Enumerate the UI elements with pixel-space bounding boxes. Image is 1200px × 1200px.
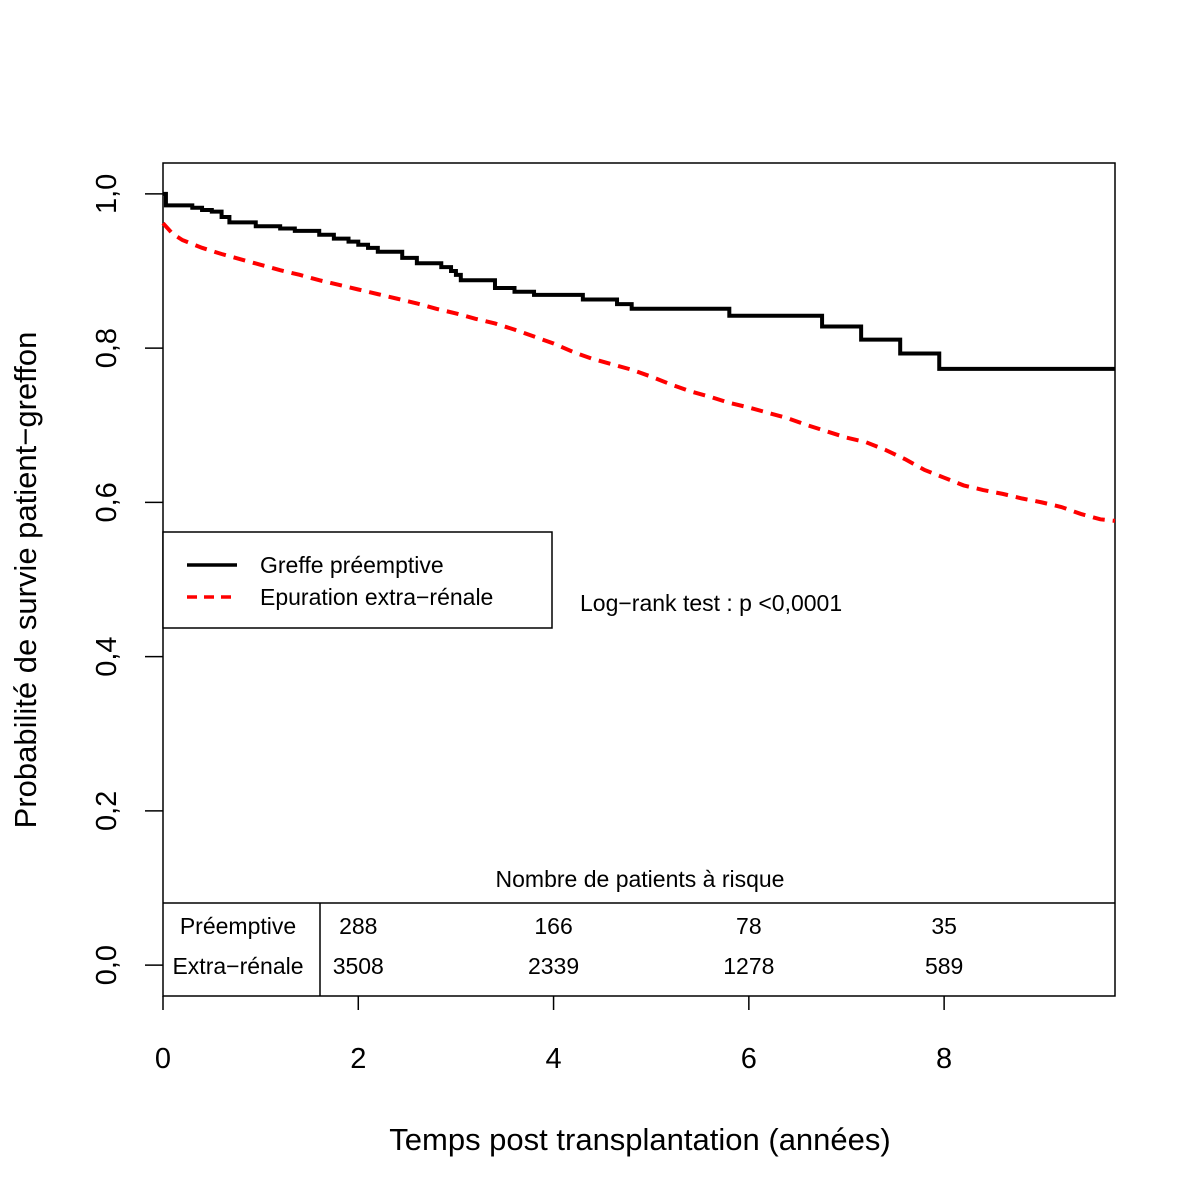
- legend-box: [162, 531, 553, 629]
- legend: Greffe préemptive Epuration extra−rénale: [162, 531, 553, 629]
- series-line-preemptive: [163, 191, 1115, 371]
- risk-row-label-preemptive: Préemptive: [180, 913, 296, 939]
- risk-table-title: Nombre de patients à risque: [496, 866, 785, 892]
- x-tick-label-4: 4: [545, 1043, 561, 1075]
- logrank-annotation: Log−rank test : p <0,0001: [580, 590, 842, 616]
- y-tick-label-0,4: 0,4: [91, 636, 123, 676]
- x-tick-label-8: 8: [936, 1043, 952, 1075]
- risk-row-label-extrarenale: Extra−rénale: [172, 953, 303, 979]
- risk-count-preemptive-t2: 288: [339, 913, 377, 939]
- risk-table: Préemptive Extra−rénale: [163, 902, 1115, 996]
- series-line-extrarenale: [161, 221, 1116, 523]
- risk-count-extrarenale-t8: 589: [925, 953, 963, 979]
- y-tick-label-0,6: 0,6: [91, 482, 123, 522]
- risk-count-extrarenale-t6: 1278: [723, 953, 774, 979]
- risk-count-preemptive-t4: 166: [534, 913, 572, 939]
- y-axis-label: Probabilité de survie patient−greffon: [8, 332, 43, 829]
- plot-layer: 0 2 4 6 8 0,0 0,2 0,4 0,6 0,8 1,0: [91, 162, 1116, 1075]
- risk-count-preemptive-t8: 35: [931, 913, 957, 939]
- risk-count-preemptive-t6: 78: [736, 913, 762, 939]
- y-tick-label-0,0: 0,0: [91, 945, 123, 985]
- legend-label-extrarenale: Epuration extra−rénale: [260, 584, 493, 610]
- x-tick-label-0: 0: [155, 1043, 171, 1075]
- risk-count-extrarenale-t4: 2339: [528, 953, 579, 979]
- x-tick-label-2: 2: [350, 1043, 366, 1075]
- x-tick-label-6: 6: [741, 1043, 757, 1075]
- y-tick-label-1,0: 1,0: [91, 174, 123, 214]
- x-axis-label: Temps post transplantation (années): [389, 1122, 890, 1157]
- y-tick-label-0,2: 0,2: [91, 791, 123, 831]
- legend-label-preemptive: Greffe préemptive: [260, 552, 444, 578]
- risk-count-extrarenale-t2: 3508: [333, 953, 384, 979]
- y-tick-label-0,8: 0,8: [91, 328, 123, 368]
